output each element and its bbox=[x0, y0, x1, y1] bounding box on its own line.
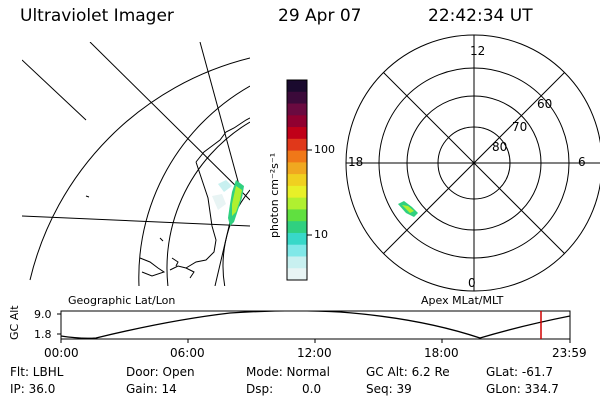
filter-readout: Flt: LBHL bbox=[10, 365, 64, 379]
lat-label-60: 60 bbox=[537, 97, 553, 111]
meridian-line-3 bbox=[199, 42, 243, 197]
colorbar-segment bbox=[287, 268, 307, 281]
lat-arc-1 bbox=[29, 57, 250, 281]
geographic-map bbox=[22, 42, 250, 286]
colorbar-label-10: 10 bbox=[314, 228, 328, 241]
lat-label-70: 70 bbox=[512, 120, 528, 134]
mlt-label-12: 12 bbox=[470, 44, 486, 58]
altitude-xtick-1200: 12:00 bbox=[297, 346, 332, 360]
colorbar-segment bbox=[287, 221, 307, 234]
colorbar-frame bbox=[286, 79, 308, 281]
dsp-label: Dsp: bbox=[246, 382, 274, 396]
meridian-line-5 bbox=[22, 59, 87, 121]
ip-readout: IP: 36.0 bbox=[10, 382, 56, 396]
altitude-ylabel: GC Alt bbox=[8, 305, 21, 340]
door-readout: Door: Open bbox=[126, 365, 195, 379]
polar-plot bbox=[345, 34, 600, 292]
mlt-label-0: 0 bbox=[468, 276, 476, 290]
altitude-xtick-2359: 23:59 bbox=[552, 346, 587, 360]
colorbar-segment bbox=[287, 244, 307, 257]
altitude-curve bbox=[61, 311, 570, 339]
glon-readout: GLon: 334.7 bbox=[486, 382, 559, 396]
colorbar-unit-label: photon cm⁻²s⁻¹ bbox=[268, 152, 281, 238]
colorbar-segment bbox=[287, 103, 307, 116]
colorbar-segment bbox=[287, 232, 307, 246]
mode-readout: Mode: Normal bbox=[246, 365, 330, 379]
coastline bbox=[85, 117, 250, 279]
altitude-xtick-0000: 00:00 bbox=[44, 346, 79, 360]
altitude-ytick-9: 9.0 bbox=[34, 308, 52, 321]
colorbar-segment bbox=[287, 162, 307, 175]
lat-arc-3 bbox=[166, 121, 250, 286]
polar-line-diag-2 bbox=[382, 71, 566, 255]
seq-readout: Seq: 39 bbox=[366, 382, 412, 396]
colorbar-segment bbox=[287, 150, 307, 163]
gc-alt-readout: GC Alt: 6.2 Re bbox=[366, 365, 450, 379]
altitude-plot-frame bbox=[60, 310, 571, 340]
colorbar-segment bbox=[287, 256, 307, 269]
colorbar-segment bbox=[287, 115, 307, 128]
colorbar-segment bbox=[287, 174, 307, 187]
colorbar-segment bbox=[287, 91, 307, 105]
mlt-label-18: 18 bbox=[348, 155, 364, 169]
colorbar-segment bbox=[287, 197, 307, 210]
meridian-line-1 bbox=[22, 215, 250, 227]
lat-arc-2 bbox=[138, 85, 250, 286]
colorbar-label-100: 100 bbox=[314, 143, 335, 156]
altitude-ytick-1.8: 1.8 bbox=[34, 328, 52, 341]
altitude-xtick-1800: 18:00 bbox=[424, 346, 459, 360]
colorbar-segment bbox=[287, 185, 307, 199]
colorbar-segment bbox=[287, 138, 307, 152]
colorbar-segment bbox=[287, 127, 307, 140]
dsp-value: 0.0 bbox=[302, 382, 322, 396]
altitude-xtick-0600: 06:00 bbox=[170, 346, 205, 360]
geographic-panel-label: Geographic Lat/Lon bbox=[68, 294, 176, 307]
colorbar bbox=[287, 80, 307, 281]
colorbar-segment bbox=[287, 80, 307, 93]
instrument-title: Ultraviolet Imager bbox=[20, 6, 174, 26]
apex-panel-label: Apex MLat/MLT bbox=[421, 294, 504, 307]
meridian-line-2 bbox=[89, 42, 250, 201]
colorbar-segment bbox=[287, 209, 307, 222]
gain-readout: Gain: 14 bbox=[126, 382, 177, 396]
mlt-label-6: 6 bbox=[578, 155, 586, 169]
time-label: 22:42:34 UT bbox=[428, 6, 533, 26]
date-label: 29 Apr 07 bbox=[278, 6, 362, 26]
glat-readout: GLat: -61.7 bbox=[486, 365, 553, 379]
lat-label-80: 80 bbox=[492, 140, 508, 154]
